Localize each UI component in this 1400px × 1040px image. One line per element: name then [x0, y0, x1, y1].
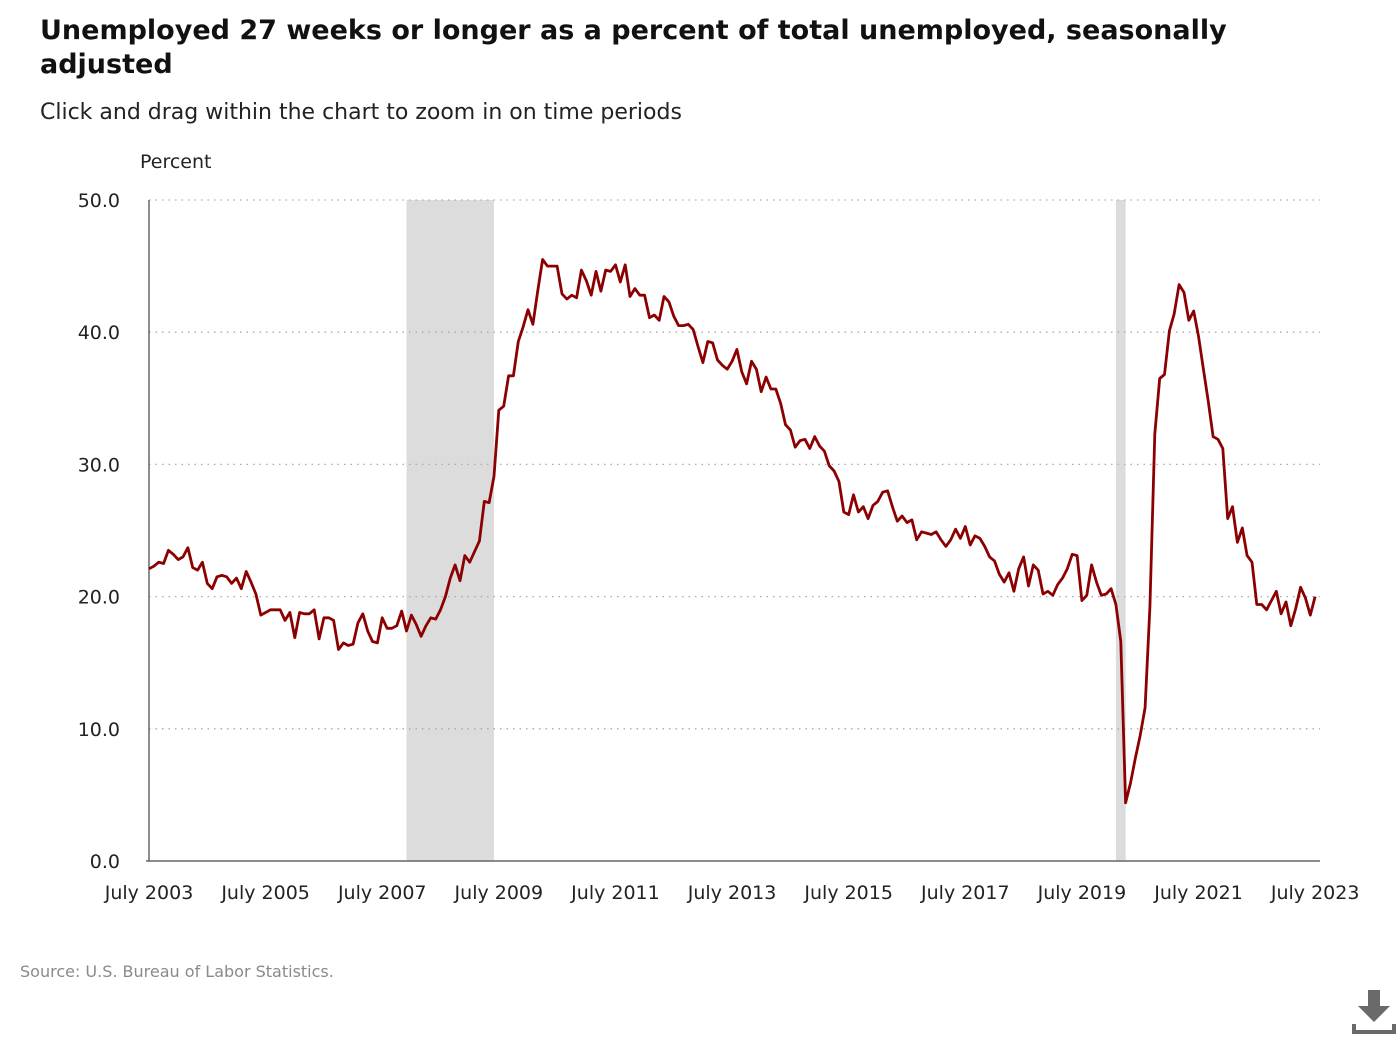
x-tick-label: July 2017 [920, 882, 1010, 904]
x-tick-label: July 2021 [1153, 882, 1243, 904]
x-tick-label: July 2007 [337, 882, 427, 904]
y-tick-label: 30.0 [78, 454, 120, 476]
y-axis-label: Percent [140, 151, 212, 173]
series-line-1 [148, 258, 1317, 805]
x-tick-label: July 2009 [454, 882, 544, 904]
x-tick-label: July 2005 [220, 882, 310, 904]
download-icon[interactable] [1350, 988, 1398, 1036]
recession-shading [406, 200, 1126, 861]
x-tick-label: July 2019 [1037, 882, 1127, 904]
x-tick-label: July 2011 [570, 882, 660, 904]
x-tick-label: July 2015 [803, 882, 893, 904]
x-tick-label: July 2023 [1270, 882, 1360, 904]
gridlines [149, 199, 1320, 730]
series [148, 258, 1317, 805]
line-chart[interactable]: Percent 0.0 10.0 20.0 30.0 40.0 50.0 July 200… [0, 140, 1380, 920]
chart-title: Unemployed 27 weeks or longer as a perce… [40, 15, 1227, 80]
x-tick-label: July 2003 [104, 882, 194, 904]
y-tick-labels: 0.0 10.0 20.0 30.0 40.0 50.0 [78, 190, 120, 873]
x-tick-labels: July 2003 July 2005 July 2007 July 2009 July… [104, 882, 1360, 904]
axes [146, 200, 1320, 862]
y-tick-label: 10.0 [78, 719, 120, 741]
y-tick-label: 20.0 [78, 587, 120, 609]
y-tick-label: 50.0 [78, 190, 120, 212]
x-tick-label: July 2013 [687, 882, 777, 904]
y-tick-label: 0.0 [90, 851, 120, 873]
source-note: Source: U.S. Bureau of Labor Statistics. [20, 962, 334, 981]
y-tick-label: 40.0 [78, 322, 120, 344]
recession-band-2 [1115, 200, 1126, 861]
chart-subtitle: Click and drag within the chart to zoom … [40, 100, 682, 125]
